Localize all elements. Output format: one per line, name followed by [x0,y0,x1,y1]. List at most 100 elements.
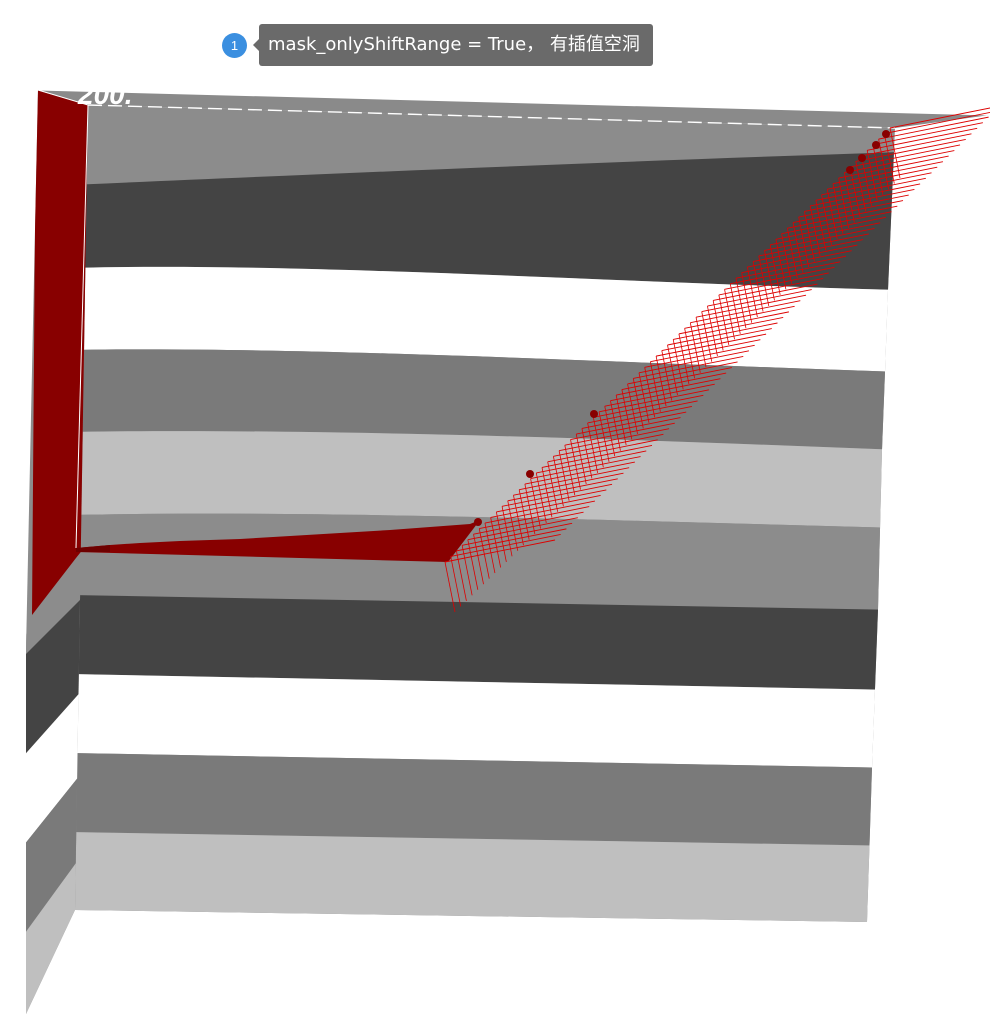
ray-line [661,328,772,352]
ray-line [878,116,989,140]
ray-line [644,344,755,368]
ray-line [547,439,658,463]
ray-drop-line [667,344,678,396]
ray-line [889,107,990,129]
ray-line [827,166,938,190]
ray-line [570,417,681,441]
shift-range-rays [444,107,990,613]
ray-line [519,467,630,491]
ray-line [627,361,738,385]
ray-line [673,316,784,340]
ray-line [479,506,590,530]
ray-drop-line [467,539,479,590]
ray-drop-line [741,272,753,323]
ray-line [770,222,881,246]
floor-mask-region [76,520,480,562]
ray-line [467,517,578,541]
ray-drop-line [832,183,844,234]
ray-drop-line [570,439,581,490]
ray-drop-line [575,433,587,485]
ray-drop-line [883,133,895,184]
ray-line [604,383,715,407]
ray-line [695,294,807,318]
ray-drop-line [518,489,530,540]
ray-drop-line [444,561,456,613]
ray-line [707,283,818,307]
ray-line [832,161,944,185]
corner-edge [37,89,89,106]
ray-drop-line [672,339,684,390]
ray-line [587,400,698,424]
ray-line [616,372,727,396]
ray-drop-line [598,411,610,462]
ray-line [564,422,675,446]
ray-drop-line [684,328,696,379]
ray-line [758,233,869,257]
mask-marker [526,470,534,478]
ray-drop-line [866,150,878,201]
ray-drop-line [746,267,758,318]
ray-drop-line [752,261,764,312]
mask-marker [590,410,598,418]
ray-line [781,211,892,235]
annotation-text: mask_onlyShiftRange = True， 有插值空洞 [253,24,653,66]
stripe-gray-2 [75,513,895,610]
top-plane [38,90,990,128]
ray-line [838,155,949,179]
ray-drop-line [889,127,901,179]
annotation-number-badge[interactable]: 1 [222,32,247,58]
ray-drop-line [781,233,792,284]
ray-line [530,456,641,479]
ray-drop-line [838,177,850,229]
ray-line [764,227,875,251]
ray-drop-line [564,445,576,496]
ray-drop-line [815,200,827,251]
ray-drop-line [786,228,798,279]
ray-line [810,183,921,207]
ray-line [804,189,915,212]
ray-line [484,500,596,524]
ray-drop-line [450,556,462,607]
ray-line [844,150,955,173]
ray-line [798,194,909,218]
ray-drop-line [678,333,690,384]
ray-drop-line [530,478,541,529]
ray-line [462,522,573,546]
ray-drop-line [855,161,867,212]
ray-line [496,489,607,513]
ray-drop-line [484,522,496,574]
ray-drop-line [701,311,713,362]
ray-line [867,127,978,151]
ray-line [872,122,983,146]
ray-drop-line [798,216,810,268]
ray-drop-line [872,144,884,195]
ray-line [815,177,926,201]
mask-marker [882,130,890,138]
ray-line [576,411,687,435]
ray-line [490,495,601,518]
ray-line [735,255,847,279]
ray-line [821,172,932,196]
ray-drop-line [558,450,570,501]
ray-drop-line [524,484,536,535]
ray-drop-line [547,461,559,512]
ray-line [849,144,961,168]
stripe-light-2 [75,832,895,922]
ray-drop-line [712,300,724,351]
ray-line [553,433,664,457]
ray-drop-line [473,534,484,585]
floor-mask-steps [76,545,110,552]
ray-drop-line [490,517,502,568]
ray-drop-line [501,506,513,557]
ray-line [559,428,670,452]
ray-drop-line [849,166,861,218]
mask-marker [858,154,866,162]
ray-line [524,461,635,485]
ray-line [855,138,966,162]
ray-drop-line [553,456,564,507]
ray-drop-line [707,305,718,357]
ray-line [884,111,990,135]
ray-line [610,378,721,402]
left-mask-region [32,90,88,615]
